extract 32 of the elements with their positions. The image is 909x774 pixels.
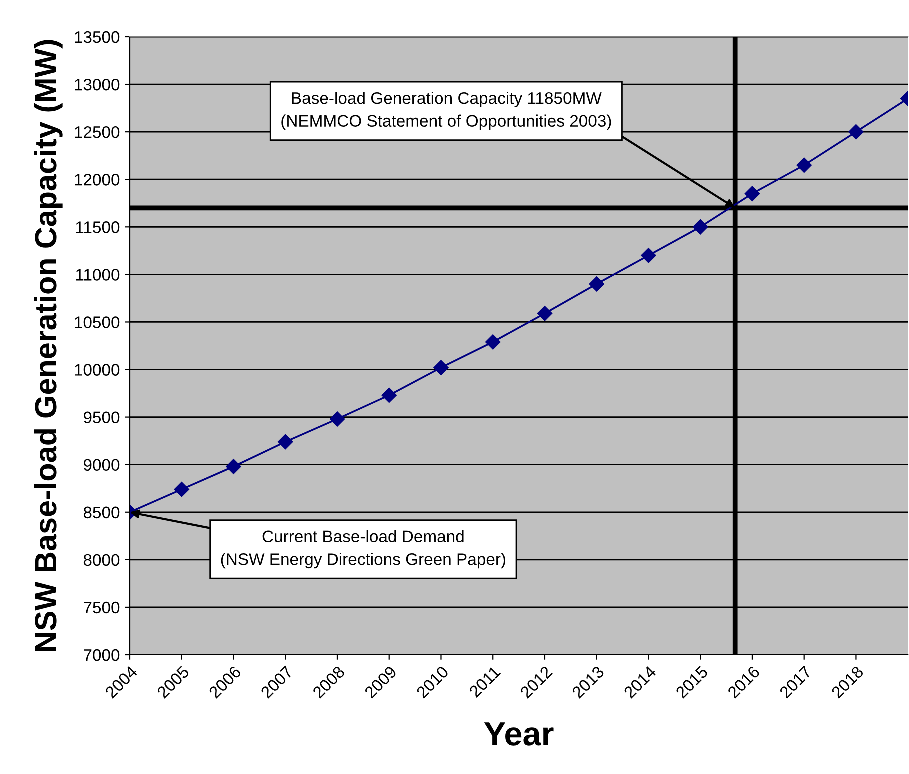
y-tick-label: 7000	[84, 649, 120, 662]
point	[693, 220, 708, 235]
point	[796, 158, 812, 173]
point	[848, 124, 864, 140]
point	[744, 186, 760, 202]
annotation: Current Base-load Demand (NSW Energy Directions Green Paper)	[221, 530, 506, 569]
point	[226, 459, 242, 474]
y-tick-label: 10000	[75, 364, 120, 376]
annotation: Base-load Generation Capacity 11850MW (NEMMCO Statement of Opportunities 2003)	[282, 92, 612, 130]
y-tick-label: 11000	[76, 269, 120, 281]
y-tick-label: 10500	[75, 316, 120, 328]
y-tick-label: 7500	[84, 602, 120, 614]
x-axis-title: Year	[484, 722, 554, 746]
y-tick-label: 9500	[84, 412, 120, 424]
point	[278, 434, 294, 450]
point	[330, 412, 346, 427]
y-tick-label: 9000	[84, 459, 120, 472]
point	[382, 388, 397, 404]
y-tick-label: 11500	[76, 222, 120, 234]
point	[537, 306, 553, 322]
point	[589, 276, 604, 292]
point	[434, 360, 449, 376]
y-tick-label: 12500	[75, 126, 120, 138]
y-tick-label: 8000	[84, 554, 120, 566]
point	[486, 334, 501, 350]
y-tick-label: 13000	[75, 78, 120, 91]
y-axis-title: NSW Base-load Generation Capacity (MW)	[34, 40, 63, 652]
point	[641, 248, 656, 264]
y-tick-label: 12000	[75, 174, 120, 186]
y-tick-label: 13500	[75, 31, 120, 44]
point	[174, 482, 190, 498]
y-tick-label: 8500	[84, 506, 120, 519]
